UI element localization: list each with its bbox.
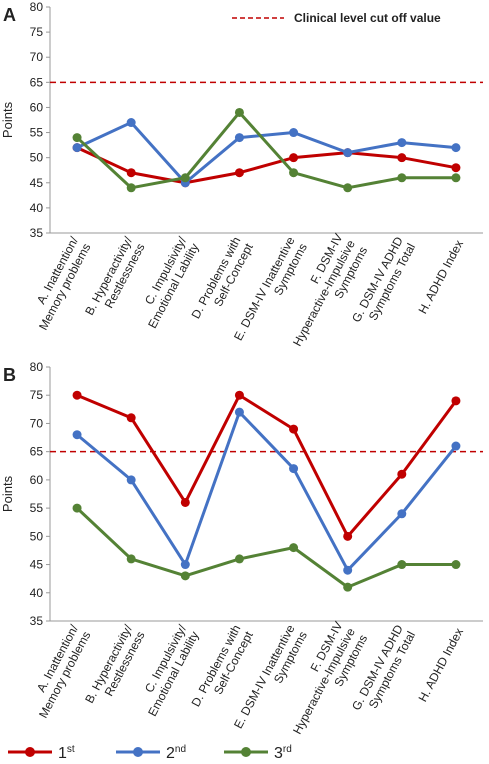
y-tick-label: 65 — [30, 445, 44, 459]
x-tick-label: H. ADHD Index — [416, 238, 467, 316]
y-axis-label: Points — [0, 101, 15, 138]
point — [343, 148, 353, 158]
point — [180, 497, 190, 507]
point — [180, 560, 190, 570]
point — [289, 424, 299, 434]
x-tick-label: H. ADHD Index — [416, 626, 467, 704]
series-line — [76, 507, 456, 589]
point — [126, 168, 136, 178]
point — [343, 531, 353, 541]
y-tick-label: 45 — [30, 176, 44, 190]
point — [289, 543, 299, 553]
y-tick-label: 75 — [30, 25, 44, 39]
series-line — [76, 121, 457, 185]
y-tick-label: 55 — [30, 126, 44, 140]
point — [451, 396, 461, 406]
point — [126, 118, 136, 128]
point — [72, 390, 82, 400]
y-tick-label: 40 — [30, 201, 44, 215]
point — [72, 133, 82, 143]
y-tick-label: 60 — [30, 473, 44, 487]
y-tick-label: 50 — [30, 151, 44, 165]
point — [289, 153, 299, 163]
point — [234, 390, 244, 400]
point — [397, 138, 407, 148]
y-tick-label: 40 — [30, 586, 44, 600]
point — [397, 469, 407, 479]
point — [234, 554, 244, 564]
point — [180, 173, 190, 183]
legend-marker — [241, 747, 251, 757]
y-tick-label: 35 — [30, 226, 44, 240]
y-tick-label: 60 — [30, 100, 44, 114]
point — [234, 133, 244, 143]
series-line — [76, 393, 458, 538]
point — [126, 183, 136, 193]
point — [343, 183, 353, 193]
point — [126, 413, 136, 423]
point — [126, 475, 136, 485]
point — [397, 560, 407, 570]
point — [343, 582, 353, 592]
point — [397, 173, 407, 183]
y-tick-label: 35 — [30, 614, 44, 628]
y-tick-label: 80 — [30, 0, 44, 14]
legend-marker — [133, 747, 143, 757]
x-tick-label: A. Inattention/Memory problems — [24, 234, 94, 333]
y-tick-label: 45 — [30, 558, 44, 572]
legend-label: 1st — [58, 744, 75, 762]
point — [289, 168, 299, 178]
point — [289, 128, 299, 138]
point — [397, 153, 407, 163]
point — [451, 163, 461, 173]
point — [234, 168, 244, 178]
y-tick-label: 70 — [30, 50, 44, 64]
point — [234, 107, 244, 117]
legend-label: 2nd — [166, 744, 186, 762]
point — [451, 560, 461, 570]
series-line — [76, 410, 458, 572]
y-tick-label: 50 — [30, 529, 44, 543]
y-tick-label: 70 — [30, 416, 44, 430]
y-axis-label: Points — [0, 475, 15, 512]
legend-label: 3rd — [274, 744, 292, 762]
point — [72, 430, 82, 440]
reference-label: Clinical level cut off value — [294, 11, 441, 25]
point — [126, 554, 136, 564]
point — [234, 407, 244, 417]
point — [451, 441, 461, 451]
series-line — [76, 110, 456, 190]
point — [72, 503, 82, 513]
panel-label: A — [3, 5, 16, 25]
point — [397, 509, 407, 519]
y-tick-label: 65 — [30, 75, 44, 89]
y-tick-label: 80 — [30, 360, 44, 374]
legend-marker — [25, 747, 35, 757]
y-tick-label: 75 — [30, 388, 44, 402]
x-tick-label: A. Inattention/Memory problems — [24, 622, 94, 721]
point — [451, 143, 461, 153]
point — [289, 464, 299, 474]
point — [343, 565, 353, 575]
point — [451, 173, 461, 183]
panel-label: B — [3, 365, 16, 385]
point — [180, 571, 190, 581]
series-line — [76, 146, 457, 185]
point — [72, 143, 82, 153]
y-tick-label: 55 — [30, 501, 44, 515]
